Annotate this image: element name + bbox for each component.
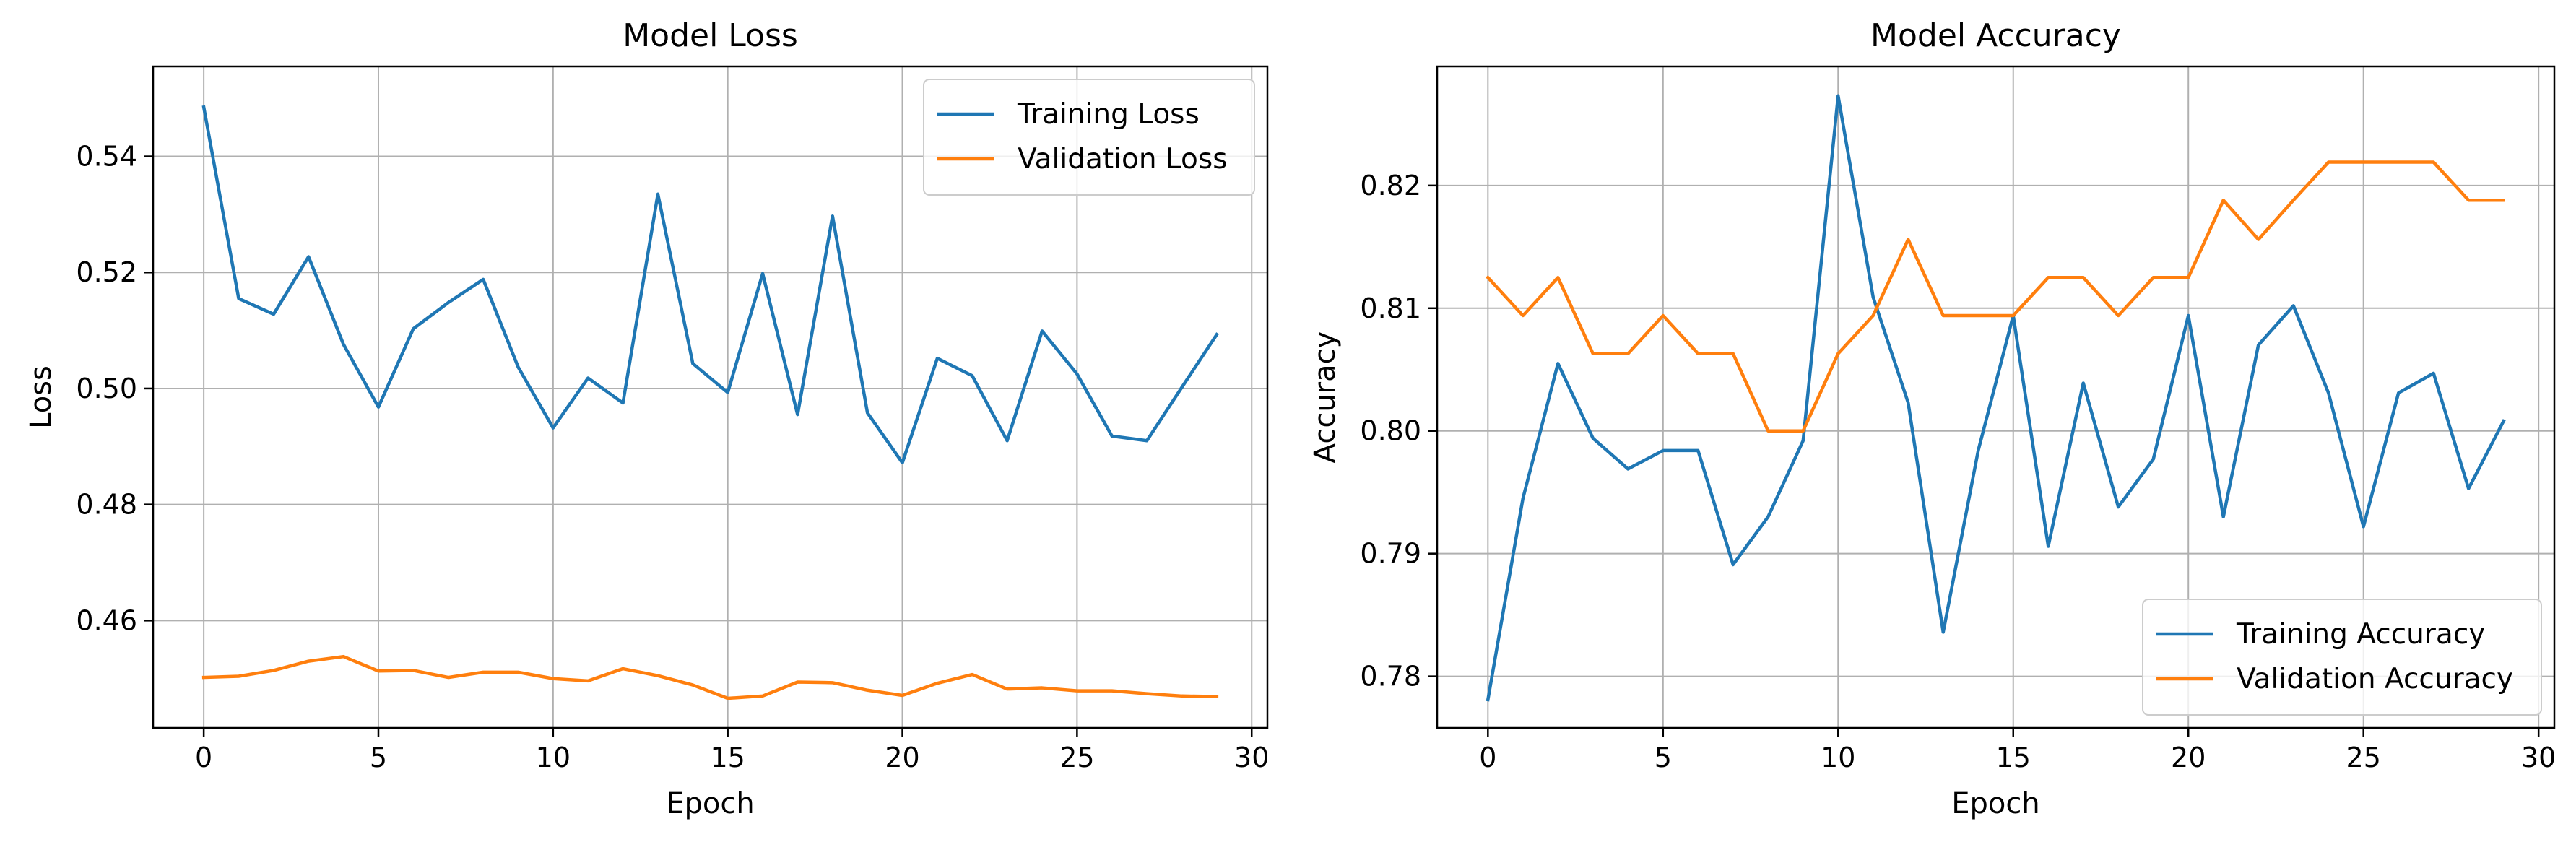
x-tick-label: 0 [1479, 742, 1496, 773]
x-tick-label: 10 [1821, 742, 1855, 773]
y-tick-label: 0.81 [1360, 292, 1421, 324]
x-axis-label: Epoch [666, 787, 754, 820]
x-tick-label: 10 [536, 742, 571, 773]
y-tick-label: 0.82 [1360, 170, 1421, 201]
accuracy-chart: 0 5 10 15 20 25 30 0.78 0.79 0.80 0.81 0.82 Model Ac… [1309, 17, 2556, 820]
x-tick-label: 30 [2521, 742, 2556, 773]
y-axis-label: Loss [25, 365, 58, 429]
y-tick-label: 0.52 [76, 256, 137, 288]
x-tick-label: 15 [1996, 742, 2031, 773]
y-tick-label: 0.50 [76, 373, 137, 404]
x-tick-label: 5 [370, 742, 387, 773]
training-accuracy-line [1486, 94, 2506, 702]
chart-title: Model Loss [623, 17, 798, 54]
legend: Training Accuracy Validation Accuracy [2142, 599, 2542, 716]
x-tick-label: 20 [885, 742, 919, 773]
legend-label: Validation Accuracy [2237, 663, 2513, 695]
x-tick-label: 5 [1655, 742, 1672, 773]
y-tick-label: 0.54 [76, 141, 137, 173]
legend-label: Training Loss [1017, 98, 1200, 131]
validation-loss-line [201, 654, 1219, 700]
chart-title: Model Accuracy [1870, 17, 2121, 54]
y-tick-label: 0.48 [76, 489, 137, 521]
y-tick-label: 0.46 [76, 604, 137, 636]
x-tick-label: 0 [195, 742, 212, 773]
loss-chart: 0 5 10 15 20 25 30 0.46 0.48 0.50 0.52 0.54 Model Lo… [25, 17, 1269, 820]
legend-box [923, 79, 1255, 196]
legend-label: Training Accuracy [2236, 618, 2485, 651]
x-tick-label: 15 [711, 742, 745, 773]
plot-frame [152, 65, 1269, 729]
y-axis-label: Accuracy [1309, 331, 1342, 464]
y-tick-label: 0.79 [1360, 538, 1421, 570]
y-tick-label: 0.78 [1360, 661, 1421, 693]
x-tick-label: 20 [2171, 742, 2206, 773]
x-tick-label: 25 [2346, 742, 2381, 773]
y-tick-label: 0.80 [1360, 415, 1421, 447]
legend-box [2142, 599, 2542, 716]
training-loss-line [201, 105, 1219, 465]
x-axis-label: Epoch [1951, 787, 2039, 820]
legend: Training Loss Validation Loss [923, 79, 1255, 196]
validation-accuracy-line [1486, 160, 2505, 433]
plot-frame [1436, 65, 2556, 729]
x-tick-label: 30 [1234, 742, 1269, 773]
x-tick-label: 25 [1059, 742, 1094, 773]
legend-label: Validation Loss [1018, 143, 1228, 175]
